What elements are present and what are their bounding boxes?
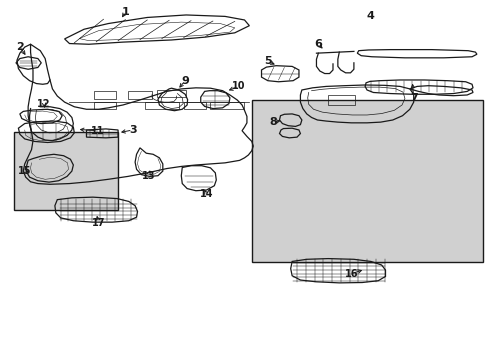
- Text: 16: 16: [344, 269, 358, 279]
- Text: 9: 9: [181, 76, 189, 86]
- Text: 12: 12: [38, 99, 51, 109]
- Text: 3: 3: [129, 125, 136, 135]
- Text: 4: 4: [366, 11, 374, 21]
- Text: 5: 5: [264, 57, 271, 66]
- Text: 14: 14: [200, 189, 213, 199]
- Bar: [251, 100, 482, 262]
- Text: 8: 8: [269, 117, 277, 127]
- Text: 10: 10: [231, 81, 245, 91]
- Text: 6: 6: [314, 39, 322, 49]
- Text: 2: 2: [16, 42, 24, 52]
- Text: 15: 15: [18, 166, 31, 176]
- Text: 7: 7: [409, 93, 417, 103]
- Text: 1: 1: [121, 7, 129, 17]
- Text: 11: 11: [91, 126, 104, 136]
- Bar: [14, 132, 118, 210]
- Text: 17: 17: [92, 218, 105, 228]
- Text: 13: 13: [141, 171, 155, 181]
